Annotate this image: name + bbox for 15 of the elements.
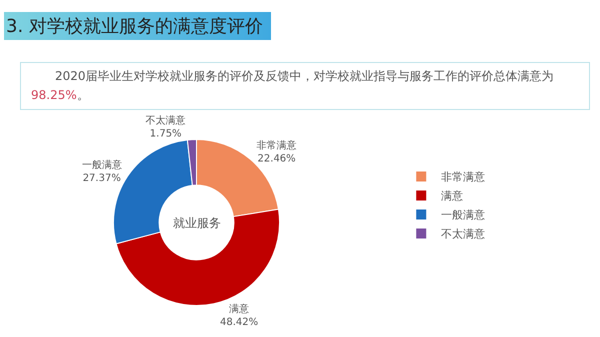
data-label: 27.37%: [82, 173, 121, 184]
text: 就业服务: [173, 216, 221, 230]
chart-subtitle: 2020届毕业生对学校就业服务的评价及反馈中，对学校就业指导与服务工作的评价总体满意为98.25%。: [20, 62, 590, 110]
legend-label: 满意: [441, 190, 464, 203]
legend-label: 不太满意: [441, 228, 486, 241]
data-label: 1.75%: [150, 128, 182, 140]
legend-label: 一般满意: [441, 208, 486, 222]
slice-label: 非常满意: [256, 140, 297, 152]
slice-label: 一般满意: [82, 159, 122, 172]
data-label: 22.46%: [258, 154, 296, 165]
slice-label: 满意: [229, 303, 250, 316]
slice-label: 不太满意: [146, 114, 186, 127]
data-label: 48.42%: [220, 317, 258, 328]
chart-title: 3. 对学校就业服务的满意度评价: [4, 12, 271, 40]
legend-label: 非常满意: [441, 170, 486, 184]
